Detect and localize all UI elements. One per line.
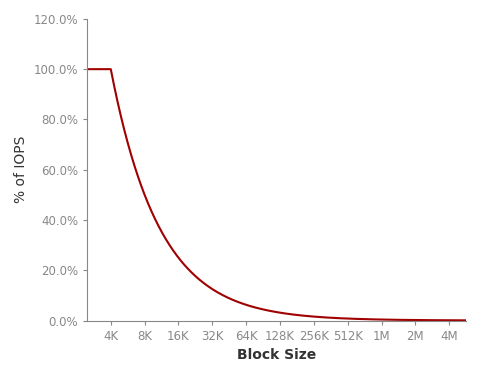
X-axis label: Block Size: Block Size: [237, 348, 316, 362]
Y-axis label: % of IOPS: % of IOPS: [14, 136, 28, 203]
